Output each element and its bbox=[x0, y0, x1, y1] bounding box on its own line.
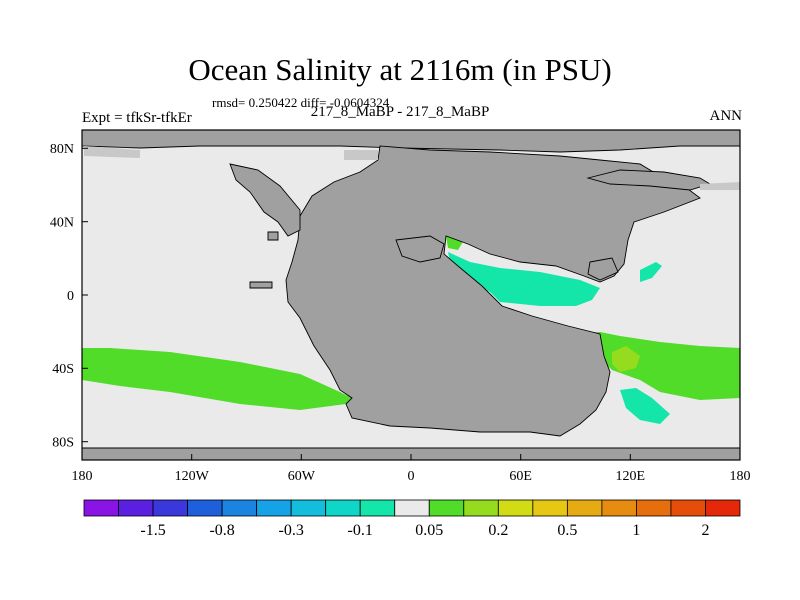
colorbar-label: -0.3 bbox=[278, 522, 303, 539]
y-tick-marks bbox=[82, 147, 88, 443]
season-label: ANN bbox=[709, 108, 743, 124]
basin-outline-west bbox=[395, 235, 445, 263]
land-small-islet-north bbox=[267, 231, 279, 241]
colorbar-box bbox=[428, 499, 465, 517]
anomaly-indian-yellow-patch bbox=[612, 346, 640, 372]
colorbar-box bbox=[187, 499, 223, 517]
colorbar-box bbox=[463, 499, 499, 517]
x-tick-label: 60W bbox=[288, 469, 316, 484]
colorbar-box bbox=[359, 499, 396, 517]
y-tick-label: 40S bbox=[52, 362, 74, 377]
stats-label: rmsd= 0.250422 diff= -0.0604324 bbox=[212, 95, 390, 110]
land-main-continent bbox=[285, 145, 701, 437]
colorbar-box bbox=[221, 499, 258, 517]
colorbar-box bbox=[705, 499, 741, 517]
colorbar-label: 2 bbox=[701, 522, 709, 539]
colorbar-label: -0.8 bbox=[209, 522, 234, 539]
land-small-islet-west bbox=[249, 281, 273, 289]
colorbar-box bbox=[601, 499, 637, 517]
anomaly-tethys-cyan bbox=[448, 252, 600, 306]
x-axis-labels: 180 120W 60W 0 60E 120E 180 bbox=[72, 469, 751, 484]
experiment-label: Expt = tfkSr-tfkEr bbox=[82, 110, 192, 126]
colorbar-label: 0.2 bbox=[488, 522, 508, 539]
y-axis-labels: 80N 40N 0 40S 80S bbox=[50, 142, 74, 451]
colorbar-label: 0.5 bbox=[557, 522, 577, 539]
colorbar: -1.5 -0.8 -0.3 -0.1 0.05 0.2 0.5 1 2 bbox=[83, 499, 741, 539]
colorbar-box bbox=[152, 499, 188, 517]
colorbar-label: -0.1 bbox=[348, 522, 373, 539]
x-tick-label: 0 bbox=[408, 469, 415, 484]
inland-basins bbox=[395, 235, 619, 281]
anomaly-south-pacific-positive bbox=[82, 348, 352, 410]
anomaly-south-indian-positive bbox=[568, 332, 740, 400]
colorbar-label: 1 bbox=[632, 522, 640, 539]
anomaly-east-cyan-patch bbox=[640, 262, 662, 282]
land-western-arm bbox=[229, 163, 301, 237]
colorbar-boxes bbox=[83, 499, 741, 517]
x-tick-label: 120W bbox=[175, 469, 210, 484]
y-tick-label: 0 bbox=[67, 289, 74, 304]
y-tick-label: 40N bbox=[50, 216, 74, 231]
colorbar-box bbox=[290, 499, 327, 517]
shelf-north-east bbox=[700, 182, 740, 190]
colorbar-label: -1.5 bbox=[140, 522, 165, 539]
colorbar-box bbox=[566, 499, 603, 517]
x-tick-label: 180 bbox=[72, 469, 93, 484]
shelf-north-west bbox=[84, 146, 140, 158]
colorbar-box bbox=[325, 499, 361, 517]
period-label: 217_8_MaBP - 217_8_MaBP bbox=[310, 104, 490, 120]
x-tick-label: 60E bbox=[509, 469, 532, 484]
colorbar-labels: -1.5 -0.8 -0.3 -0.1 0.05 0.2 0.5 1 2 bbox=[140, 522, 709, 539]
colorbar-box bbox=[532, 499, 568, 517]
map-panel: 180 120W 60W 0 60E 120E 180 80N 40N 0 40… bbox=[50, 129, 751, 484]
shelf-outlines bbox=[84, 146, 740, 190]
basin-outline-east bbox=[587, 257, 619, 281]
y-tick-label: 80S bbox=[52, 436, 74, 451]
colorbar-label: 0.05 bbox=[415, 522, 443, 539]
shelf-mid-north bbox=[344, 150, 378, 160]
colorbar-box bbox=[83, 499, 119, 517]
colorbar-box bbox=[256, 499, 292, 517]
anomaly-indian-cyan-patch bbox=[620, 388, 670, 424]
x-tick-label: 120E bbox=[616, 469, 646, 484]
x-tick-marks bbox=[81, 454, 741, 460]
colorbar-box bbox=[394, 499, 430, 517]
colorbar-box bbox=[497, 499, 534, 517]
colorbar-box bbox=[118, 499, 154, 517]
colorbar-box bbox=[670, 499, 706, 517]
colorbar-box bbox=[636, 499, 672, 517]
x-tick-label: 180 bbox=[730, 469, 751, 484]
map-title: Ocean Salinity at 2116m (in PSU) bbox=[188, 52, 612, 87]
y-tick-label: 80N bbox=[50, 142, 74, 157]
